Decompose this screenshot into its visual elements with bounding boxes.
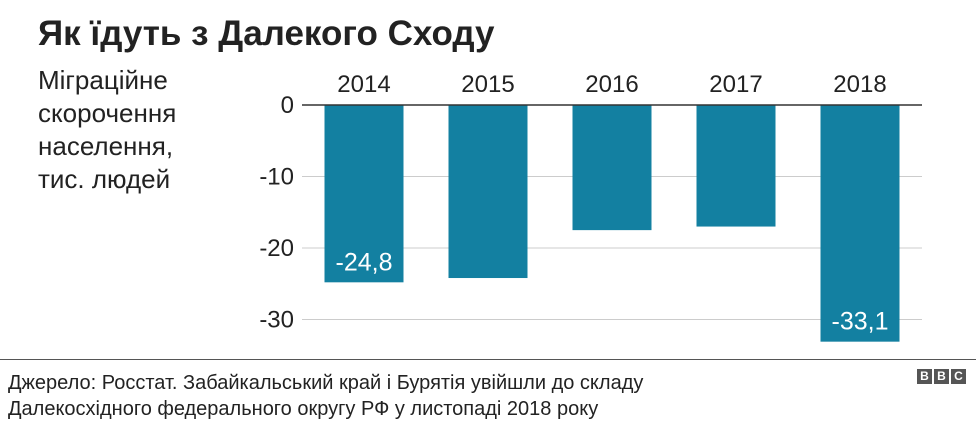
data-label: -33,1 <box>832 308 889 336</box>
bar <box>696 105 776 227</box>
y-axis-label: Міграційне скорочення населення, тис. лю… <box>38 64 248 196</box>
source-line: Джерело: Росстат. Забайкальський край і … <box>8 372 644 394</box>
x-category-label: 2014 <box>337 71 390 98</box>
bbc-logo: B B C <box>917 369 966 384</box>
y-tick-label: -20 <box>259 235 294 262</box>
y-tick-label: -10 <box>259 164 294 191</box>
y-axis-label-line: тис. людей <box>38 164 171 194</box>
source-note: Джерело: Росстат. Забайкальський край і … <box>8 370 888 422</box>
logo-letter: B <box>934 369 949 384</box>
logo-letter: B <box>917 369 932 384</box>
chart-title: Як їдуть з Далекого Сходу <box>38 14 495 53</box>
source-line: Далекосхідного федерального округу РФ у … <box>8 398 599 420</box>
x-category-label: 2017 <box>709 71 762 98</box>
logo-letter: C <box>951 369 966 384</box>
bar <box>324 105 404 283</box>
bar <box>820 105 900 342</box>
x-category-label: 2018 <box>833 71 886 98</box>
bar-chart: 0 -10 -20 -30 2014 -24,8 2015 2016 2017 2018 -33,1 <box>259 71 922 342</box>
bar <box>448 105 528 279</box>
x-category-label: 2016 <box>585 71 638 98</box>
y-axis-label-line: скорочення <box>38 98 177 128</box>
y-tick-label: -30 <box>259 307 294 334</box>
data-label: -24,8 <box>336 248 393 276</box>
bar <box>572 105 652 231</box>
footer-divider <box>0 359 976 360</box>
y-axis-label-line: населення, <box>38 131 174 161</box>
y-tick-label: 0 <box>281 92 294 119</box>
y-axis-label-line: Міграційне <box>38 65 168 95</box>
x-category-label: 2015 <box>461 71 514 98</box>
